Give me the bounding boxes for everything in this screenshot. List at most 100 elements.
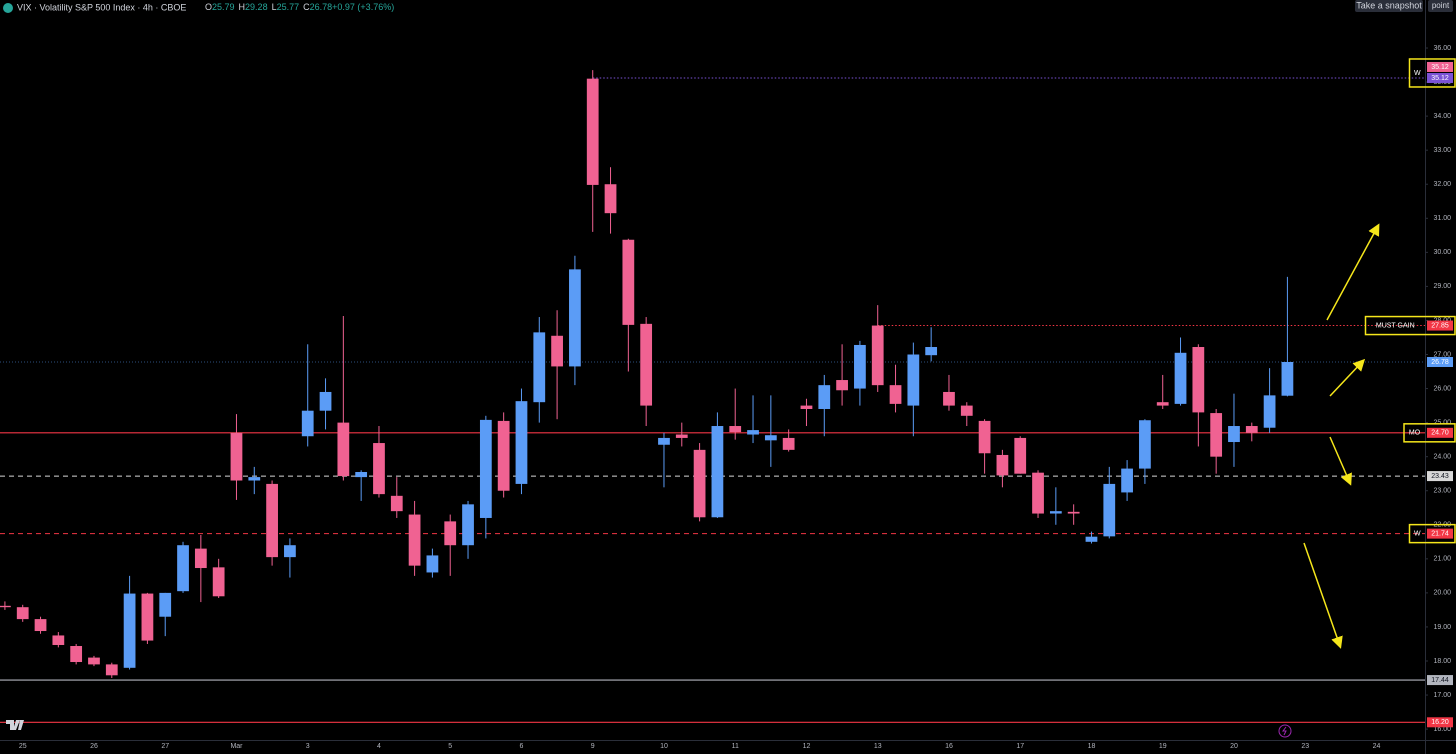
candle-body [675,434,688,438]
arrow [1329,436,1352,486]
y-tick-label: 17.00 [1433,692,1451,699]
y-tick-label: 18.00 [1433,658,1451,665]
ohlc-value: 29.28 [245,2,268,12]
candle-body [996,454,1009,476]
candle-body [1174,352,1187,404]
candle-body [16,607,29,620]
candle-body [1032,472,1044,514]
ohlc-key: C [303,2,310,12]
price-label-box [1427,675,1453,686]
candle-body [747,430,759,435]
price-label-box [1427,717,1453,728]
candle-body [1156,402,1169,406]
candle-body [729,426,742,433]
price-label-box [1427,356,1453,367]
y-tick-label: 31.00 [1433,215,1451,222]
x-tick-label: 5 [448,743,452,750]
candle-body [836,380,848,391]
candle-body [800,405,813,409]
x-tick-label: 20 [1230,743,1238,750]
y-tick-label: 21.00 [1433,556,1451,563]
price-label-box [1427,320,1453,331]
alert-bolt [1282,726,1287,736]
candle-body [194,548,207,569]
price-label: 26.78 [1431,359,1449,366]
point-label[interactable]: point [1432,1,1450,10]
candle-body [301,410,314,437]
candle-body [1121,468,1133,493]
candle-body [1103,483,1116,537]
snapshot-button[interactable] [1355,0,1423,12]
y-tick-label: 27.00 [1433,351,1451,358]
x-tick-label: 24 [1373,743,1381,750]
candle-body [515,401,528,484]
x-tick-label: 6 [520,743,524,750]
logo-shape [6,720,24,730]
candle-body [230,432,243,481]
candle-body [123,593,136,668]
tag-box [1408,523,1456,544]
candle-body [693,449,706,518]
candle-body [711,426,724,518]
ohlc-key: O [205,2,212,12]
candle-body [337,422,350,477]
x-tick-label: 17 [1016,743,1024,750]
candle-body [1192,347,1205,413]
price-label-box [1427,427,1453,438]
candle-body [854,344,866,389]
y-tick-label: 34.00 [1433,113,1451,120]
ohlc-key: L [272,2,277,12]
candle-body [0,605,11,608]
candle-body [105,664,118,676]
candle-body [586,78,599,185]
candle-body [1210,413,1223,457]
y-tick-label: 32.00 [1433,181,1451,188]
candle-body [355,471,368,478]
candle-body [533,332,546,403]
level-tag: MO [1409,430,1421,437]
candle-body [390,495,403,512]
candle-body [1014,437,1027,474]
candle-body [604,184,617,214]
price-label-box [1427,72,1453,83]
candle-body [943,391,955,406]
x-tick-label: Mar [230,743,243,750]
x-tick-label: 19 [1159,743,1167,750]
x-tick-label: 12 [803,743,811,750]
arrow [1326,223,1380,321]
candle-body [1263,395,1276,428]
candle-body [34,619,47,632]
alert-icon[interactable] [1278,724,1292,738]
candle-body [248,477,261,481]
y-tick-label: 36.00 [1433,45,1451,52]
ohlc-readout: O25.79 H29.28 L25.77 C26.78+0.97 (+3.76%) [205,2,394,12]
candle-body [408,514,421,566]
candle-body [141,593,154,641]
ohlc-value: 25.79 [212,2,235,12]
point-button[interactable] [1428,0,1453,12]
y-tick-label: 29.00 [1433,283,1451,290]
candle-body [925,347,938,356]
candle-body [462,504,474,546]
price-label-box [1427,471,1453,482]
x-tick-label: 25 [19,743,27,750]
x-tick-label: 16 [945,743,953,750]
candle-body [551,335,563,367]
candle-body [871,325,884,386]
y-tick-label: 24.00 [1433,454,1451,461]
y-tick-label: 25.00 [1433,419,1451,426]
candle-body [782,437,795,450]
candle-body [1085,536,1098,542]
candle-body [1139,420,1151,469]
ohlc-value: 26.78 [310,2,333,12]
candle-body [978,420,991,454]
y-tick-label: 16.00 [1433,726,1451,733]
arrow [1329,358,1366,397]
candle-body [52,635,65,645]
snapshot-label[interactable]: Take a snapshot [1356,0,1422,10]
tag-box [1364,315,1456,336]
x-tick-label: 13 [874,743,882,750]
x-tick-label: 11 [732,743,739,750]
